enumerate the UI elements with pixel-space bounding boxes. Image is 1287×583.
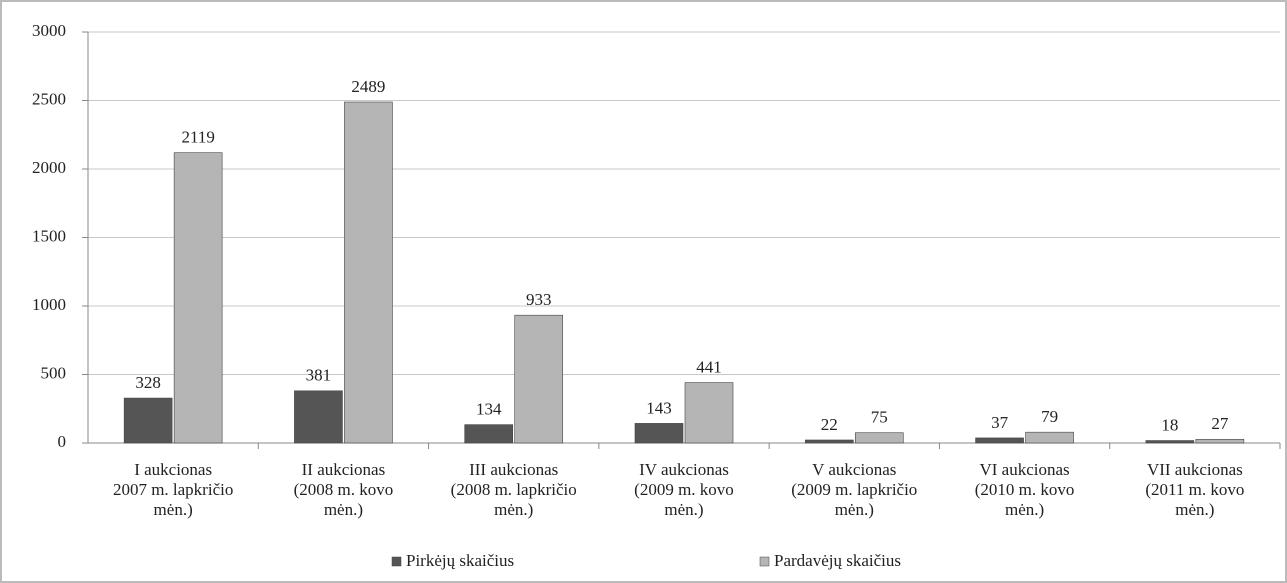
data-label: 2489: [351, 77, 385, 96]
data-label: 37: [991, 413, 1009, 432]
data-label: 2119: [181, 128, 214, 147]
x-tick-label: 2007 m. lapkričio: [113, 480, 233, 499]
y-tick-label: 3000: [32, 21, 66, 40]
y-tick-label: 0: [58, 432, 67, 451]
data-label: 381: [306, 366, 332, 385]
x-tick-label: II aukcionas: [302, 460, 386, 479]
y-tick-label: 2500: [32, 89, 66, 108]
x-tick-label: V aukcionas: [812, 460, 896, 479]
x-tick-label: (2009 m. lapkričio: [791, 480, 917, 499]
x-tick-label: I aukcionas: [134, 460, 212, 479]
data-label: 143: [646, 398, 672, 417]
data-label: 933: [526, 290, 552, 309]
x-tick-label: (2011 m. kovo: [1145, 480, 1244, 499]
bar: [1195, 439, 1245, 444]
data-label: 441: [696, 357, 722, 376]
x-tick-label: III aukcionas: [469, 460, 558, 479]
y-tick-label: 2000: [32, 158, 66, 177]
data-label: 22: [821, 415, 838, 434]
data-label: 18: [1161, 415, 1178, 434]
bar: [1025, 431, 1074, 444]
legend-label: Pardavėjų skaičius: [774, 551, 901, 570]
x-tick-label: (2008 m. lapkričio: [451, 480, 577, 499]
x-tick-label: (2009 m. kovo: [634, 480, 734, 499]
legend-swatch: [759, 556, 770, 567]
bar: [294, 390, 343, 444]
bar: [634, 423, 684, 444]
bar: [123, 397, 173, 444]
x-tick-label: (2008 m. kovo: [294, 480, 394, 499]
bar: [804, 439, 854, 444]
x-tick-label: mėn.): [664, 500, 703, 519]
y-tick-label: 500: [41, 363, 67, 382]
bar: [514, 314, 564, 444]
bar: [854, 432, 904, 444]
bar: [344, 101, 393, 444]
x-tick-label: VI aukcionas: [979, 460, 1069, 479]
bar: [464, 424, 514, 444]
bar: [684, 382, 734, 444]
bar: [975, 437, 1024, 444]
bar: [173, 152, 223, 444]
x-tick-label: mėn.): [494, 500, 533, 519]
x-tick-label: mėn.): [324, 500, 363, 519]
x-tick-label: VII aukcionas: [1147, 460, 1243, 479]
data-label: 75: [871, 408, 888, 427]
x-tick-label: (2010 m. kovo: [975, 480, 1075, 499]
x-tick-label: IV aukcionas: [639, 460, 729, 479]
x-tick-label: mėn.): [1175, 500, 1214, 519]
y-tick-label: 1000: [32, 295, 66, 314]
bar: [1145, 440, 1195, 444]
x-tick-label: mėn.): [1005, 500, 1044, 519]
data-label: 328: [135, 373, 161, 392]
y-tick-label: 1500: [32, 226, 66, 245]
data-label: 27: [1211, 414, 1229, 433]
x-tick-label: mėn.): [154, 500, 193, 519]
data-label: 134: [476, 400, 502, 419]
data-label: 79: [1041, 407, 1058, 426]
legend-swatch: [391, 556, 402, 567]
x-tick-label: mėn.): [835, 500, 874, 519]
legend-label: Pirkėjų skaičius: [406, 551, 514, 570]
